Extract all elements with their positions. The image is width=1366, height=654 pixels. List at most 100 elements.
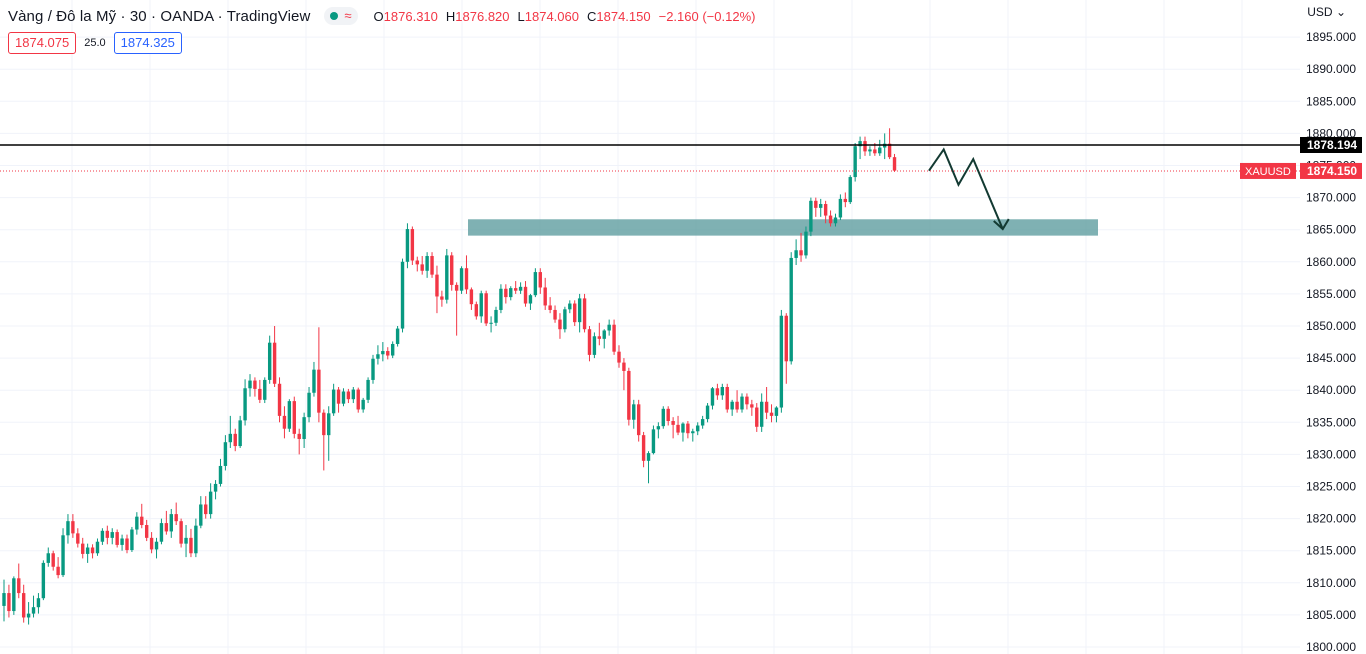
- candle-body: [130, 529, 134, 551]
- candle-body: [558, 319, 562, 330]
- candle-body: [799, 250, 803, 256]
- candle-body: [887, 143, 892, 158]
- price-tick-label: 1825.000: [1306, 480, 1356, 494]
- candle-body: [179, 521, 183, 544]
- price-tick-label: 1830.000: [1306, 447, 1356, 461]
- candle-body: [794, 250, 798, 258]
- candle-body: [312, 369, 316, 393]
- price-tick-label: 1860.000: [1306, 255, 1356, 269]
- candle-body: [828, 215, 833, 224]
- last-price-tag: [1300, 162, 1362, 179]
- price-tick-label: 1850.000: [1306, 319, 1356, 333]
- candle-body: [95, 541, 100, 554]
- chart-header: Vàng / Đô la Mỹ · 30 · OANDA · TradingVi…: [8, 6, 755, 26]
- currency-selector[interactable]: USD ⌄: [1307, 5, 1346, 19]
- candle-body: [764, 401, 769, 413]
- candle-body: [346, 391, 351, 400]
- candle-body: [563, 309, 567, 330]
- arrow-head-icon: [993, 218, 1010, 231]
- candle-body: [381, 351, 385, 355]
- candle-body: [248, 380, 252, 389]
- candle-body: [267, 342, 272, 380]
- price-tick-label: 1840.000: [1306, 383, 1356, 397]
- candle-body: [494, 309, 498, 323]
- candle-body: [445, 255, 449, 300]
- candle-body: [140, 516, 144, 526]
- sell-button[interactable]: 1874.075: [8, 32, 77, 54]
- candle-body: [174, 514, 178, 522]
- candle-body: [76, 533, 80, 544]
- candle-body: [523, 286, 528, 304]
- candle-body: [878, 147, 882, 154]
- candle-body: [538, 272, 542, 288]
- candle-body: [336, 389, 341, 404]
- candle-body: [627, 370, 631, 420]
- candle-body: [868, 149, 872, 152]
- candle-body: [892, 157, 897, 171]
- candle-body: [204, 504, 208, 515]
- candle-body: [7, 593, 11, 612]
- candle-body: [661, 408, 665, 427]
- candle-body: [582, 298, 587, 330]
- symbol-title[interactable]: Vàng / Đô la Mỹ · 30 · OANDA · TradingVi…: [8, 7, 311, 25]
- candle-body: [769, 412, 774, 416]
- candle-body: [164, 523, 169, 532]
- candle-body: [833, 217, 838, 224]
- support-zone: [468, 219, 1098, 236]
- candle-body: [641, 435, 646, 461]
- candle-body: [592, 336, 597, 355]
- candle-body: [804, 231, 808, 256]
- candle-body: [454, 284, 459, 291]
- candle-body: [489, 322, 493, 324]
- support-zone-layer[interactable]: [468, 219, 1098, 236]
- market-open-icon: [330, 12, 339, 20]
- candle-body: [779, 315, 784, 408]
- drawing-layer[interactable]: [0, 144, 1300, 231]
- close-value: 1874.150: [596, 8, 651, 24]
- candle-body: [351, 389, 356, 400]
- price-axis[interactable]: 1800.000 1805.000 1810.000 1815.000 1820.000…: [1240, 30, 1362, 654]
- candle-body: [843, 198, 848, 203]
- candle-body: [499, 288, 503, 310]
- candle-body: [676, 424, 680, 433]
- candle-body: [474, 304, 479, 317]
- candle-body: [263, 379, 267, 400]
- candle-body: [568, 303, 572, 310]
- candle-body: [607, 324, 611, 331]
- candle-body: [513, 288, 518, 291]
- candle-body: [90, 547, 95, 554]
- candle-body: [858, 141, 862, 147]
- candle-body: [745, 396, 749, 405]
- candle-body: [730, 401, 734, 410]
- candle-body: [184, 537, 188, 544]
- price-tick-label: 1890.000: [1306, 62, 1356, 76]
- horizontal-line-price-tag: [1300, 136, 1362, 153]
- candle-body: [420, 264, 424, 271]
- candle-body: [386, 351, 390, 356]
- chevron-down-icon: ⌄: [1335, 5, 1346, 19]
- candle-body: [115, 532, 119, 545]
- candle-body: [479, 293, 483, 317]
- candle-body: [395, 328, 400, 344]
- candle-body: [597, 336, 602, 339]
- candle-body: [666, 408, 670, 422]
- candle-body: [759, 401, 764, 427]
- candle-body: [51, 553, 55, 567]
- candle-body: [755, 407, 759, 427]
- buy-button[interactable]: 1874.325: [113, 32, 182, 54]
- candle-body: [440, 296, 444, 300]
- candle-body: [435, 274, 439, 297]
- market-status-pill[interactable]: ≈: [324, 7, 358, 25]
- candle-body: [223, 442, 228, 466]
- candle-body: [85, 547, 90, 554]
- candle-body: [656, 426, 661, 430]
- candle-body: [228, 433, 233, 443]
- candle-body: [725, 386, 729, 410]
- candles: [2, 128, 897, 625]
- candle-body: [735, 401, 739, 410]
- candle-body: [361, 399, 365, 410]
- change-value: −2.160 (−0.12%): [658, 8, 756, 24]
- candle-body: [577, 298, 582, 323]
- candle-body: [169, 514, 173, 532]
